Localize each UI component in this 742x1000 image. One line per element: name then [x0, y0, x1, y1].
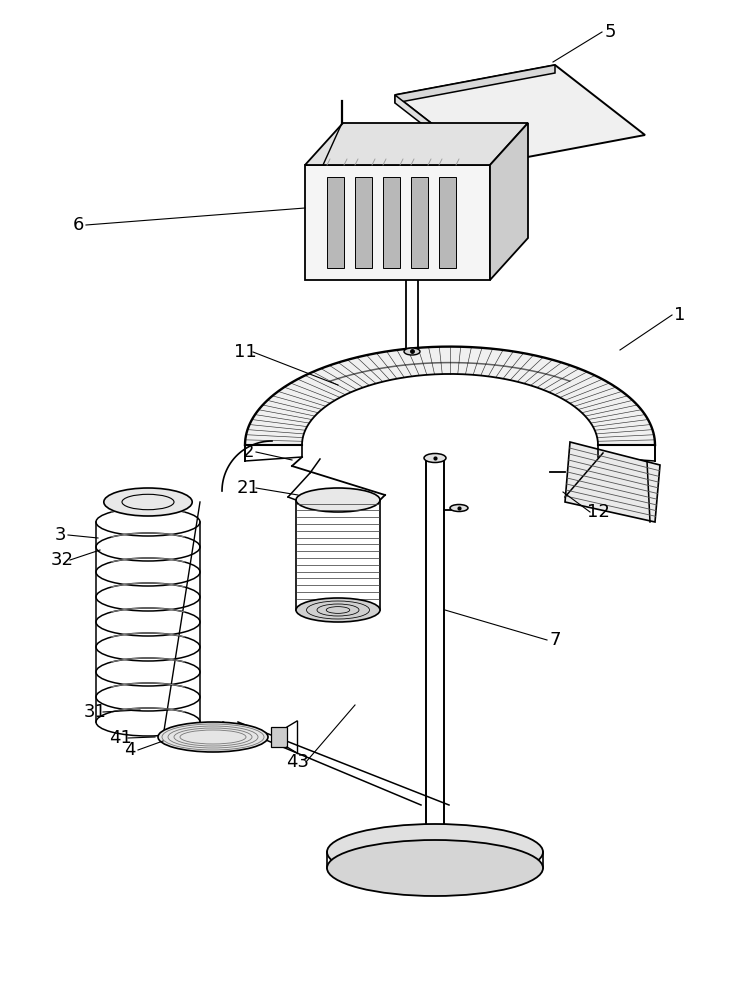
Polygon shape — [383, 177, 400, 268]
Polygon shape — [490, 123, 528, 280]
Polygon shape — [305, 123, 528, 165]
Text: 32: 32 — [50, 551, 73, 569]
Text: 3: 3 — [54, 526, 66, 544]
Polygon shape — [245, 347, 655, 445]
Polygon shape — [355, 177, 372, 268]
Ellipse shape — [104, 488, 192, 516]
Text: 6: 6 — [72, 216, 84, 234]
Text: 2: 2 — [242, 443, 254, 461]
Polygon shape — [395, 65, 555, 103]
Ellipse shape — [296, 488, 380, 512]
Text: 41: 41 — [108, 729, 131, 747]
Text: 43: 43 — [286, 753, 309, 771]
Ellipse shape — [404, 348, 420, 355]
Text: 11: 11 — [234, 343, 257, 361]
Polygon shape — [565, 442, 660, 522]
Polygon shape — [395, 65, 645, 165]
Text: 5: 5 — [604, 23, 616, 41]
Ellipse shape — [296, 598, 380, 622]
Text: 1: 1 — [674, 306, 686, 324]
Text: 31: 31 — [84, 703, 106, 721]
Text: 7: 7 — [549, 631, 561, 649]
Text: 4: 4 — [124, 741, 136, 759]
Polygon shape — [271, 727, 287, 747]
Ellipse shape — [327, 840, 543, 896]
Text: 21: 21 — [237, 479, 260, 497]
Ellipse shape — [424, 454, 446, 462]
Polygon shape — [305, 165, 490, 280]
Polygon shape — [327, 177, 344, 268]
Polygon shape — [411, 177, 428, 268]
Polygon shape — [395, 95, 485, 173]
Text: 12: 12 — [587, 503, 609, 521]
Ellipse shape — [327, 824, 543, 880]
Polygon shape — [439, 177, 456, 268]
Ellipse shape — [158, 722, 268, 752]
Ellipse shape — [450, 504, 468, 512]
